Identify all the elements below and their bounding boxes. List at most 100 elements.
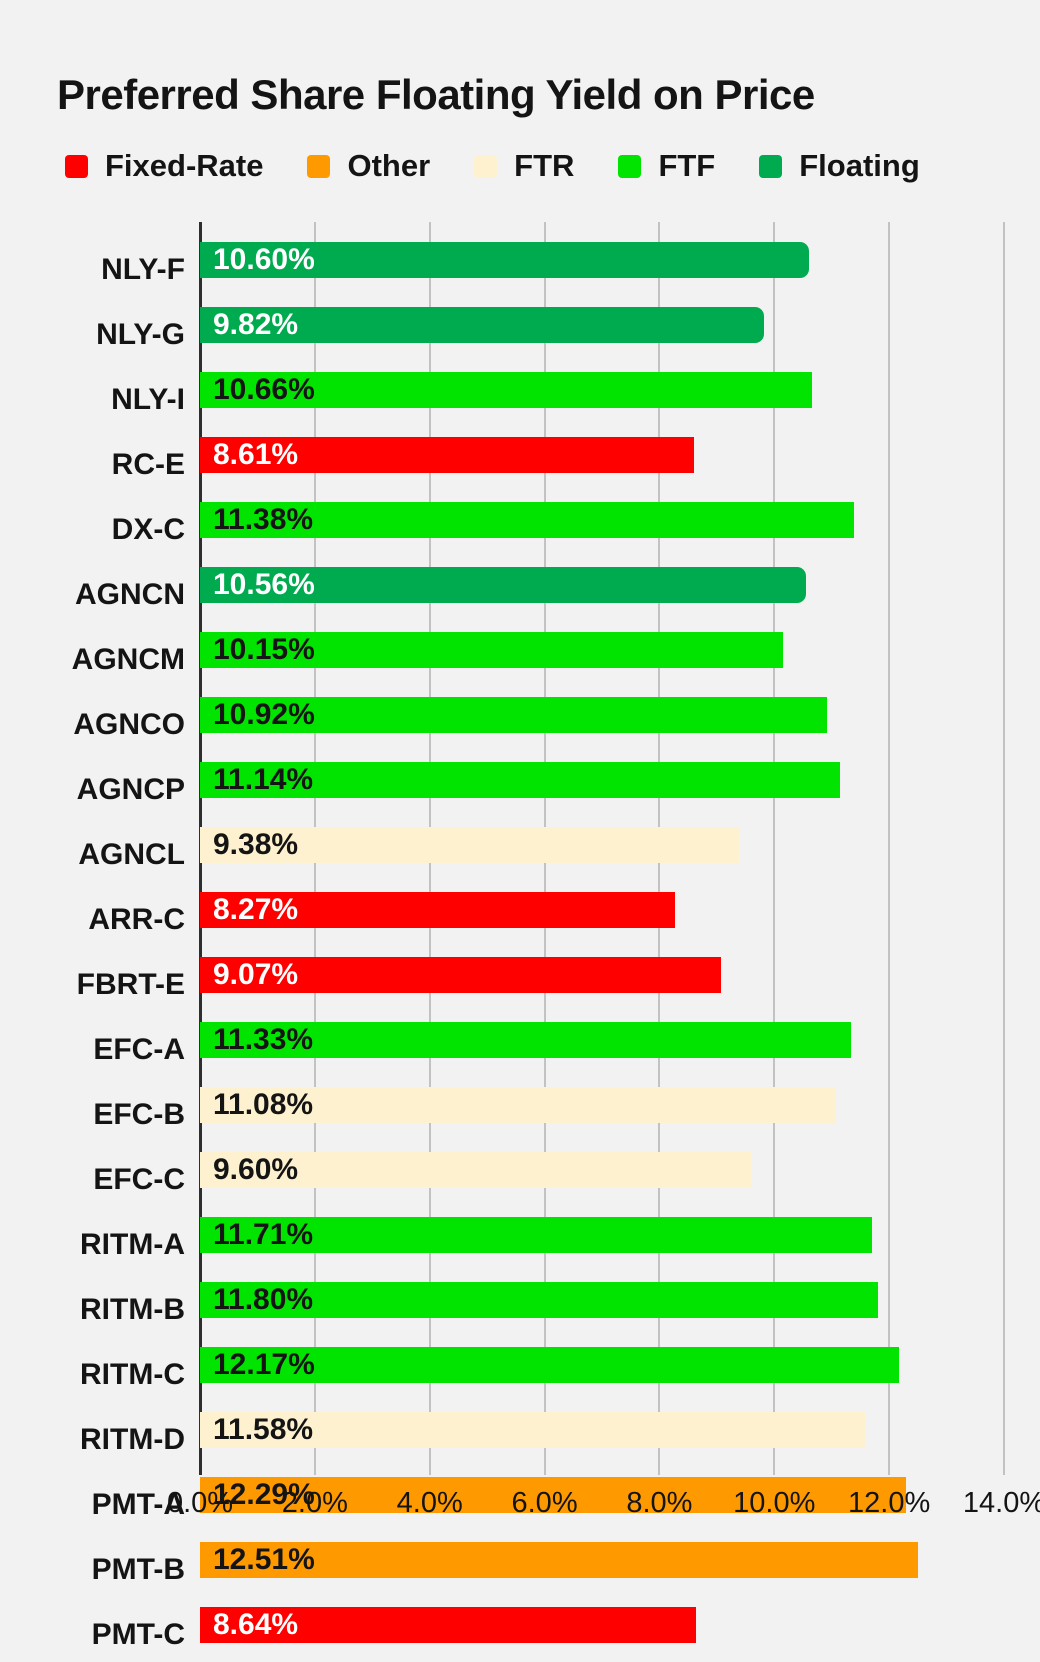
floating-swatch-icon xyxy=(759,154,783,178)
category-label: FBRT-E xyxy=(76,968,185,1002)
bar-value-label: 9.38% xyxy=(213,828,299,862)
bar-value-label: 8.64% xyxy=(213,1608,299,1642)
bar-ritm-b[interactable]: 11.80% xyxy=(200,1282,878,1319)
gridline xyxy=(773,222,776,1476)
bar-value-label: 11.08% xyxy=(213,1088,314,1122)
legend-item-label: FTR xyxy=(514,148,575,184)
bar-value-label: 11.58% xyxy=(213,1413,314,1447)
bar-agncp[interactable]: 11.14% xyxy=(200,762,840,799)
category-label: DX-C xyxy=(111,513,185,547)
bar-value-label: 11.38% xyxy=(213,503,314,537)
bar-row: PMT-C 8.64% xyxy=(92,1607,1004,1662)
bar-value-label: 10.66% xyxy=(213,373,315,407)
category-label: AGNCO xyxy=(73,708,185,742)
bar-nly-f[interactable]: 10.60% xyxy=(200,242,809,279)
gridline xyxy=(888,222,891,1476)
bar-value-label: 11.80% xyxy=(213,1283,314,1317)
bar-row: EFC-A 11.33% xyxy=(93,1022,1004,1077)
category-label: AGNCP xyxy=(76,773,185,807)
ftf-swatch-icon xyxy=(618,154,642,178)
category-label: PMT-B xyxy=(91,1553,185,1587)
bar-row: FBRT-E 9.07% xyxy=(77,957,1004,1012)
legend-item-ftr[interactable]: FTR xyxy=(474,148,574,184)
category-label: EFC-B xyxy=(93,1098,185,1132)
category-label: RITM-D xyxy=(80,1423,185,1457)
x-tick-label: 14.0% xyxy=(962,1487,1040,1520)
bar-row: RITM-D 11.58% xyxy=(80,1412,1004,1467)
plot-area: NLY-F 10.60% NLY-G 9.82% NLY-I 10.66% RC-E 8.61… xyxy=(72,222,1040,1651)
category-label: NLY-G xyxy=(96,318,185,352)
bar-value-label: 12.17% xyxy=(213,1348,315,1382)
bar-agnco[interactable]: 10.92% xyxy=(200,697,828,734)
bar-fbrt-e[interactable]: 9.07% xyxy=(200,957,721,994)
bar-chart: NLY-F 10.60% NLY-G 9.82% NLY-I 10.66% RC-E 8.61… xyxy=(0,222,1040,1651)
bar-row: RITM-B 11.80% xyxy=(80,1282,1004,1337)
bar-row: AGNCL 9.38% xyxy=(78,827,1004,882)
category-label: RITM-B xyxy=(80,1293,185,1327)
category-label: RC-E xyxy=(111,448,185,482)
other-swatch-icon xyxy=(307,154,331,178)
bar-pmt-a[interactable]: 12.29% xyxy=(200,1477,906,1514)
x-tick-label: 8.0% xyxy=(626,1487,693,1520)
category-label: NLY-F xyxy=(101,253,185,287)
category-label: PMT-C xyxy=(91,1618,185,1652)
chart-title: Preferred Share Floating Yield on Price xyxy=(57,71,815,118)
bar-value-label: 12.29% xyxy=(213,1478,315,1512)
bar-row: AGNCN 10.56% xyxy=(75,567,1004,622)
bar-row: EFC-B 11.08% xyxy=(93,1087,1004,1142)
bar-row: PMT-B 12.51% xyxy=(92,1542,1004,1597)
bar-row: AGNCP 11.14% xyxy=(77,762,1004,817)
bar-efc-b[interactable]: 11.08% xyxy=(200,1087,837,1124)
category-label: RITM-A xyxy=(80,1228,185,1262)
bar-row: PMT-A 12.29% xyxy=(92,1477,1004,1532)
bar-pmt-c[interactable]: 8.64% xyxy=(200,1607,697,1644)
bar-agncn[interactable]: 10.56% xyxy=(200,567,807,604)
bar-row: RITM-C 12.17% xyxy=(80,1347,1004,1402)
bar-ritm-d[interactable]: 11.58% xyxy=(200,1412,866,1449)
legend-item-label: Fixed-Rate xyxy=(105,148,264,184)
legend-item-ftf[interactable]: FTF xyxy=(618,148,715,184)
legend-item-fixed[interactable]: Fixed-Rate xyxy=(65,148,263,184)
legend-item-floating[interactable]: Floating xyxy=(759,148,920,184)
bar-value-label: 9.60% xyxy=(213,1153,299,1187)
bar-agncl[interactable]: 9.38% xyxy=(200,827,739,864)
bar-value-label: 11.14% xyxy=(213,763,314,797)
bar-rc-e[interactable]: 8.61% xyxy=(200,437,695,474)
bar-row: NLY-F 10.60% xyxy=(101,242,1004,297)
bar-ritm-a[interactable]: 11.71% xyxy=(200,1217,873,1254)
bar-value-label: 8.27% xyxy=(213,893,299,927)
gridline xyxy=(1003,222,1005,1476)
bar-efc-a[interactable]: 11.33% xyxy=(200,1022,851,1059)
legend-item-label: Other xyxy=(347,148,431,184)
category-label: AGNCN xyxy=(75,578,185,612)
bar-nly-i[interactable]: 10.66% xyxy=(200,372,813,409)
x-tick-label: 6.0% xyxy=(511,1487,578,1520)
bar-row: ARR-C 8.27% xyxy=(88,892,1004,947)
bar-pmt-b[interactable]: 12.51% xyxy=(200,1542,919,1579)
bar-ritm-c[interactable]: 12.17% xyxy=(200,1347,899,1384)
legend-item-other[interactable]: Other xyxy=(307,148,430,184)
bar-row: RITM-A 11.71% xyxy=(80,1217,1004,1272)
category-label: NLY-I xyxy=(111,383,185,417)
bar-value-label: 10.15% xyxy=(213,633,315,667)
legend-item-label: Floating xyxy=(799,148,920,184)
bar-value-label: 11.71% xyxy=(213,1218,314,1252)
x-tick-label: 10.0% xyxy=(733,1487,816,1520)
category-label: AGNCM xyxy=(71,643,185,677)
x-tick-label: 12.0% xyxy=(848,1487,931,1520)
bar-arr-c[interactable]: 8.27% xyxy=(200,892,675,929)
x-tick-label: 2.0% xyxy=(281,1487,348,1520)
bar-row: NLY-I 10.66% xyxy=(111,372,1004,427)
bar-dx-c[interactable]: 11.38% xyxy=(200,502,854,539)
bar-value-label: 8.61% xyxy=(213,438,299,472)
bar-value-label: 10.56% xyxy=(213,568,315,602)
bar-efc-c[interactable]: 9.60% xyxy=(200,1152,752,1189)
category-label: EFC-C xyxy=(93,1163,185,1197)
x-tick-label: 4.0% xyxy=(396,1487,463,1520)
bar-row: NLY-G 9.82% xyxy=(96,307,1004,362)
bar-agncm[interactable]: 10.15% xyxy=(200,632,783,669)
ftr-swatch-icon xyxy=(474,154,498,178)
category-label: AGNCL xyxy=(78,838,185,872)
category-label: PMT-A xyxy=(91,1488,185,1522)
bar-nly-g[interactable]: 9.82% xyxy=(200,307,764,344)
